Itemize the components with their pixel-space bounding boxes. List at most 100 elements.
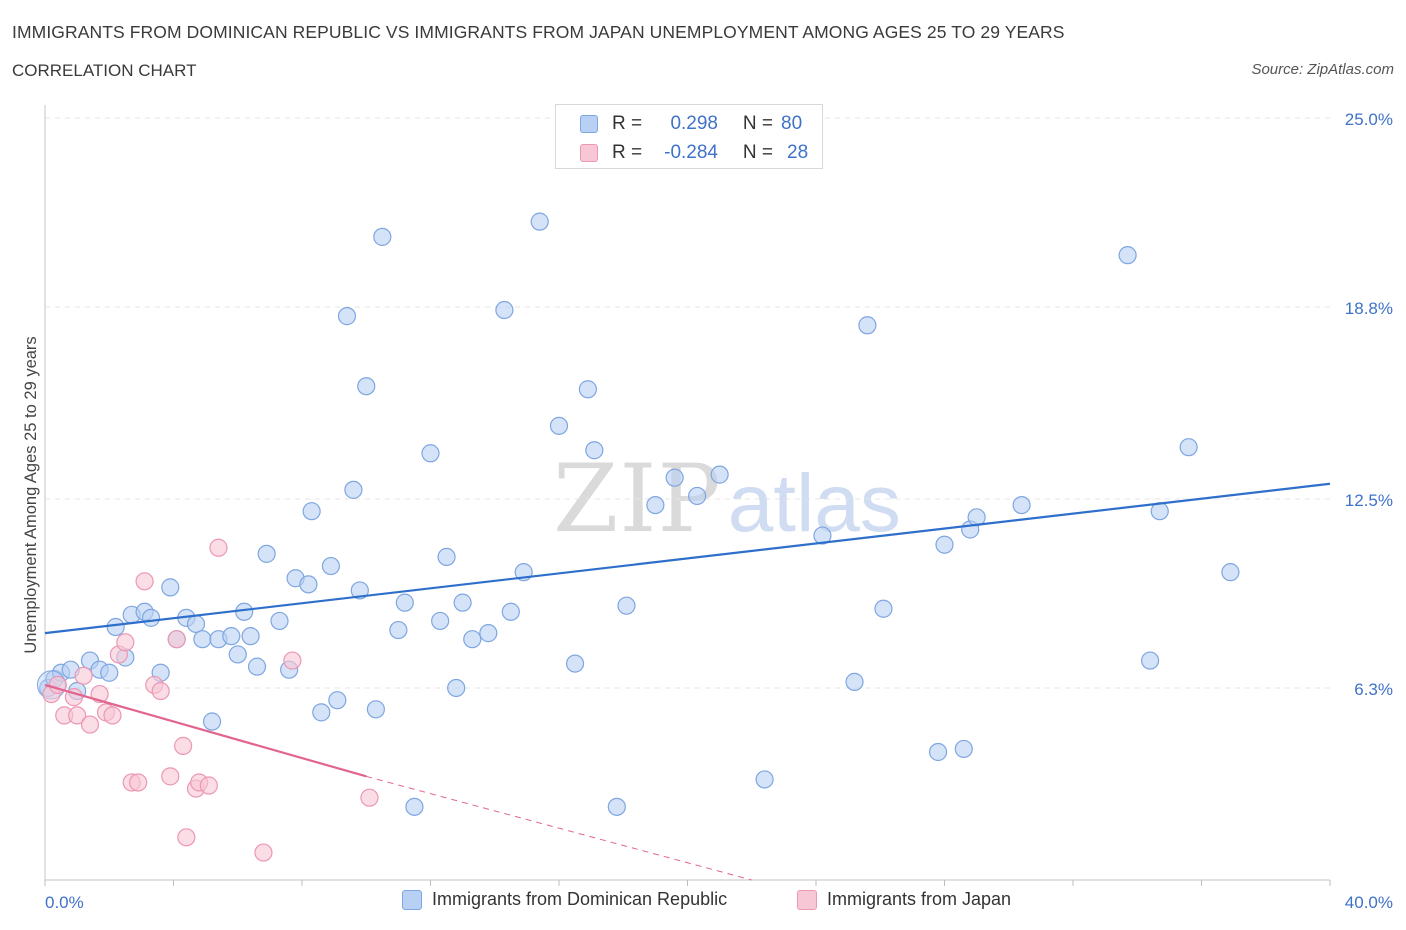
dominican-point bbox=[373, 227, 392, 246]
dominican-point bbox=[1221, 563, 1240, 582]
japan-point bbox=[135, 572, 154, 591]
japan-point bbox=[151, 681, 170, 701]
x-tick-label: 0.0% bbox=[45, 893, 84, 912]
dominican-point bbox=[1118, 246, 1137, 265]
chart-title: IMMIGRANTS FROM DOMINICAN REPUBLIC VS IM… bbox=[12, 22, 1065, 42]
dominican-point bbox=[565, 654, 585, 673]
japan-point bbox=[80, 715, 100, 734]
dominican-point bbox=[299, 575, 318, 594]
japan-point bbox=[199, 776, 218, 795]
dominican-point bbox=[193, 630, 212, 649]
dominican-point bbox=[186, 614, 206, 634]
dominican-point bbox=[585, 441, 604, 460]
dominican-point bbox=[688, 486, 707, 506]
legend-n-label: N = bbox=[742, 142, 773, 163]
bottom-legend-japan: Immigrants from Japan bbox=[797, 889, 1011, 910]
legend-n-label: N = bbox=[742, 113, 773, 134]
dominican-point bbox=[479, 624, 498, 643]
trend-lines bbox=[44, 482, 1331, 881]
japan-point bbox=[68, 706, 87, 725]
dominican-point bbox=[858, 316, 877, 335]
japan-points bbox=[42, 538, 379, 862]
dominican-point bbox=[328, 691, 347, 710]
dominican-point bbox=[344, 480, 363, 499]
dominican-point bbox=[321, 556, 341, 576]
legend-n-value: 28 bbox=[787, 142, 809, 163]
axes bbox=[44, 105, 1331, 886]
bottom-legend-label-japan: Immigrants from Japan bbox=[827, 889, 1012, 909]
bottom-legend-swatch-dominican bbox=[402, 889, 422, 910]
dominican-point bbox=[755, 770, 774, 789]
japan-trend-line bbox=[44, 683, 367, 778]
dominican-point bbox=[1012, 495, 1031, 515]
dominican-point bbox=[106, 617, 125, 637]
dominican-point bbox=[495, 300, 514, 320]
bottom-legend-swatch-japan bbox=[797, 889, 817, 910]
dominican-trend-line bbox=[44, 482, 1331, 635]
dominican-point bbox=[395, 593, 414, 612]
dominican-point bbox=[665, 468, 684, 487]
dominican-point bbox=[437, 547, 456, 567]
dominican-point bbox=[270, 611, 289, 631]
legend-row-dominican: R = 0.298 N = 80 bbox=[580, 112, 802, 136]
gridlines bbox=[45, 117, 1330, 689]
dominican-point bbox=[302, 502, 321, 521]
dominican-point bbox=[578, 380, 598, 399]
dominican-point bbox=[366, 700, 385, 719]
japan-point bbox=[174, 736, 193, 755]
legend-r-value: 0.298 bbox=[670, 113, 718, 134]
dominican-point bbox=[617, 596, 636, 615]
dominican-point bbox=[241, 627, 260, 646]
dominican-point bbox=[453, 593, 472, 612]
y-tick-label: 12.5% bbox=[1345, 491, 1393, 510]
legend-swatch-japan bbox=[580, 144, 598, 162]
dominican-point bbox=[312, 703, 331, 722]
dominican-point bbox=[161, 578, 180, 597]
dominican-point bbox=[874, 599, 893, 618]
dominican-point bbox=[928, 742, 948, 762]
y-tick-label: 25.0% bbox=[1345, 110, 1393, 129]
dominican-point bbox=[710, 465, 729, 484]
axis-labels: 6.3% 12.5% 18.8% 25.0% 0.0% 40.0% Unemployment… bbox=[22, 110, 1393, 912]
japan-point bbox=[116, 633, 135, 652]
x-tick-label: 40.0% bbox=[1345, 893, 1393, 912]
dominican-point bbox=[337, 307, 357, 326]
japan-point bbox=[74, 666, 93, 685]
japan-point bbox=[103, 706, 122, 725]
dominican-point bbox=[202, 712, 222, 731]
legend-row-japan: R = -0.284 N = 28 bbox=[580, 141, 808, 165]
source-note: Source: ZipAtlas.com bbox=[1251, 61, 1394, 78]
dominican-point bbox=[141, 608, 161, 627]
dominican-point bbox=[431, 611, 450, 631]
dominican-point bbox=[1179, 438, 1198, 457]
dominican-point bbox=[350, 581, 369, 600]
japan-point bbox=[283, 651, 302, 670]
japan-point bbox=[161, 767, 180, 786]
japan-point bbox=[129, 773, 148, 792]
japan-point bbox=[177, 828, 196, 847]
japan-point bbox=[360, 788, 379, 807]
dominican-point bbox=[646, 495, 665, 515]
dominican-point bbox=[357, 377, 376, 396]
legend-swatch-dominican bbox=[580, 115, 598, 133]
dominican-point bbox=[247, 657, 267, 676]
dominican-point bbox=[389, 620, 408, 640]
y-tick-label: 18.8% bbox=[1345, 299, 1393, 318]
legend-r-value: -0.284 bbox=[664, 142, 718, 163]
dominican-point bbox=[845, 672, 864, 691]
y-axis-label: Unemployment Among Ages 25 to 29 years bbox=[22, 336, 40, 653]
dominican-point bbox=[549, 416, 569, 435]
japan-trend-extension bbox=[366, 775, 752, 881]
dominican-point bbox=[421, 444, 440, 463]
dominican-point bbox=[222, 627, 241, 646]
stats-legend: R = 0.298 N = 80 R = -0.284 N = 28 bbox=[555, 104, 823, 169]
dominican-point bbox=[501, 602, 520, 621]
y-tick-label: 6.3% bbox=[1354, 680, 1393, 699]
japan-point bbox=[209, 538, 228, 557]
bottom-legend-label-dominican: Immigrants from Dominican Republic bbox=[432, 889, 728, 909]
dominican-point bbox=[530, 212, 549, 231]
dominican-point bbox=[607, 797, 626, 816]
dominican-point bbox=[1140, 651, 1160, 670]
dominican-point bbox=[235, 602, 254, 621]
